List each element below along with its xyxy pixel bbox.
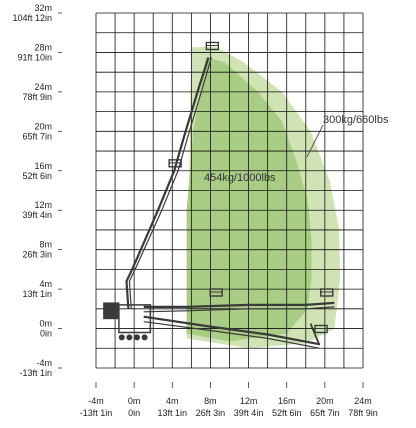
top-basket xyxy=(205,41,220,51)
y-tick-imperial: 0in xyxy=(40,329,52,339)
far-basket xyxy=(320,288,334,297)
y-tick-label: 20m 65ft 7in xyxy=(22,121,52,141)
x-tick-label: 4m 13ft 1in xyxy=(158,396,188,418)
x-tick-imperial: 78ft 9in xyxy=(348,408,378,418)
zone-area-1 xyxy=(186,57,312,342)
counterweight xyxy=(103,302,120,320)
y-axis-ticks: 32m 104ft 12in 28m 91ft 10in 24m 78ft 9in 20m 6… xyxy=(12,3,62,378)
near-basket xyxy=(209,288,223,297)
y-tick-label: 12m 39ft 4in xyxy=(22,200,52,220)
x-tick-imperial: 0in xyxy=(128,408,140,418)
x-tick-metric: 24m xyxy=(354,396,372,406)
boom-lower-inner xyxy=(143,321,321,349)
boom-lift-silhouette xyxy=(103,41,335,349)
boom-lower xyxy=(143,315,321,346)
wheel xyxy=(141,334,148,341)
zone-300-leader-line xyxy=(306,124,324,158)
y-tick-imperial: 65ft 7in xyxy=(22,131,52,141)
load-zones xyxy=(186,46,341,349)
boom-vertical xyxy=(125,57,210,309)
zone-labels: 300kg/660lbs 454kg/1000lbs xyxy=(204,114,389,184)
y-tick-imperial: 78ft 9in xyxy=(22,92,52,102)
y-tick-label: 32m 104ft 12in xyxy=(12,3,52,23)
y-tick-metric: -4m xyxy=(37,358,53,368)
mid-basket xyxy=(168,159,182,168)
x-tick-metric: 16m xyxy=(278,396,296,406)
x-tick-metric: 20m xyxy=(316,396,334,406)
x-tick-imperial: 39ft 4in xyxy=(234,408,264,418)
x-tick-label: 24m 78ft 9in xyxy=(348,396,378,418)
x-tick-imperial: 13ft 1in xyxy=(158,408,188,418)
y-tick-imperial: 52ft 6in xyxy=(22,171,52,181)
y-tick-label: 28m 91ft 10in xyxy=(17,42,52,62)
x-tick-label: -4m -13ft 1in xyxy=(80,396,113,418)
zone-300-label: 300kg/660lbs xyxy=(323,114,389,126)
zone-454-label: 454kg/1000lbs xyxy=(204,172,276,184)
wheel xyxy=(126,334,133,341)
x-tick-imperial: 52ft 6in xyxy=(272,408,302,418)
boom-vertical-inner xyxy=(128,57,212,309)
x-tick-imperial: 26ft 3in xyxy=(196,408,226,418)
y-tick-metric: 32m xyxy=(34,3,52,13)
y-tick-metric: 12m xyxy=(34,200,52,210)
x-tick-imperial: -13ft 1in xyxy=(80,408,113,418)
x-tick-metric: -4m xyxy=(88,396,104,406)
low-basket xyxy=(314,324,328,334)
y-tick-imperial: 91ft 10in xyxy=(17,52,52,62)
x-tick-imperial: 65ft 7in xyxy=(310,408,340,418)
y-tick-label: 8m 26ft 3in xyxy=(22,240,52,260)
x-tick-label: 8m 26ft 3in xyxy=(196,396,226,418)
boom-lower-jib xyxy=(309,323,320,345)
y-tick-metric: 0m xyxy=(39,319,52,329)
y-tick-metric: 20m xyxy=(34,121,52,131)
y-tick-imperial: -13ft 1in xyxy=(19,368,52,378)
x-tick-label: 20m 65ft 7in xyxy=(310,396,340,418)
y-tick-imperial: 26ft 3in xyxy=(22,250,52,260)
y-tick-metric: 4m xyxy=(39,279,52,289)
x-tick-metric: 12m xyxy=(240,396,258,406)
x-tick-metric: 8m xyxy=(204,396,217,406)
boom-horizontal-upper xyxy=(143,301,335,308)
y-tick-metric: 16m xyxy=(34,161,52,171)
y-tick-label: 16m 52ft 6in xyxy=(22,161,52,181)
y-tick-imperial: 104ft 12in xyxy=(12,13,52,23)
x-tick-label: 0m 0in xyxy=(128,396,141,418)
x-tick-metric: 4m xyxy=(166,396,179,406)
wheel xyxy=(118,334,125,341)
boom-horizontal-upper-inner xyxy=(143,306,335,313)
y-tick-metric: 24m xyxy=(34,82,52,92)
wheel xyxy=(134,334,141,341)
x-tick-metric: 0m xyxy=(128,396,141,406)
y-tick-metric: 8m xyxy=(39,240,52,250)
y-tick-label: 24m 78ft 9in xyxy=(22,82,52,102)
x-tick-label: 12m 39ft 4in xyxy=(234,396,264,418)
y-tick-metric: 28m xyxy=(34,42,52,52)
y-tick-imperial: 39ft 4in xyxy=(22,210,52,220)
y-tick-label: -4m -13ft 1in xyxy=(19,358,52,378)
y-tick-label: 0m 0in xyxy=(39,319,52,339)
y-tick-label: 4m 13ft 1in xyxy=(22,279,52,299)
x-tick-label: 16m 52ft 6in xyxy=(272,396,302,418)
y-tick-imperial: 13ft 1in xyxy=(22,289,52,299)
